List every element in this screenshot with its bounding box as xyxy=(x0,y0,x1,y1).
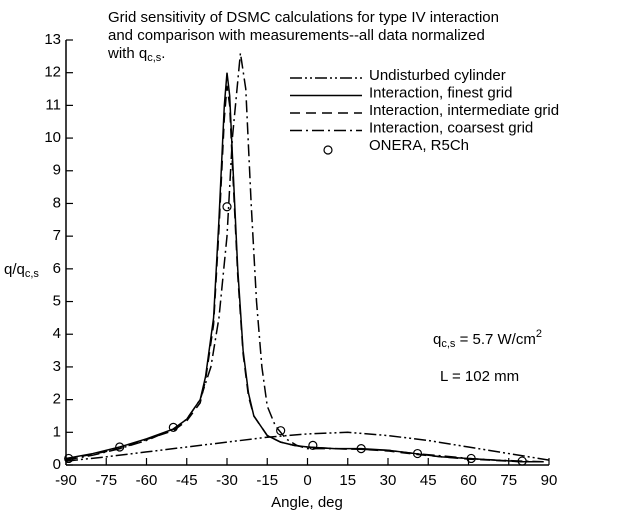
title-text: . xyxy=(161,45,165,62)
x-axis-label: Angle, deg xyxy=(271,494,343,511)
legend-label: Undisturbed cylinder xyxy=(369,67,506,84)
y-tick-label: 5 xyxy=(53,293,61,310)
x-tick-label: -45 xyxy=(176,472,198,489)
title-subscript: c,s xyxy=(147,52,162,64)
data-point xyxy=(517,456,527,466)
data-point xyxy=(222,202,232,212)
x-tick-label: -30 xyxy=(216,472,238,489)
data-point xyxy=(356,444,366,454)
x-tick-label: -15 xyxy=(256,472,278,489)
series-line xyxy=(65,85,544,463)
legend-label: ONERA, R5Ch xyxy=(369,137,469,154)
x-tick-label: 30 xyxy=(380,472,397,489)
y-tick-label: 10 xyxy=(44,129,61,146)
y-label-text: q/q xyxy=(4,261,25,278)
annotation-text: = 5.7 W/cm xyxy=(455,331,535,348)
chart-title: and comparison with measurements--all da… xyxy=(108,27,485,44)
annotation-subscript: c,s xyxy=(441,338,456,350)
x-tick-label: 0 xyxy=(303,472,311,489)
annotation-superscript: 2 xyxy=(536,328,542,340)
data-point xyxy=(115,442,125,452)
x-tick-label: -60 xyxy=(136,472,158,489)
chart-title: Grid sensitivity of DSMC calculations fo… xyxy=(108,9,499,26)
annotation: qc,s = 5.7 W/cm2 xyxy=(433,328,542,350)
series-line xyxy=(65,72,544,463)
legend-label: Interaction, coarsest grid xyxy=(369,119,533,136)
y-tick-label: 4 xyxy=(53,325,61,342)
data-point xyxy=(276,426,286,436)
data-point xyxy=(64,453,74,464)
y-tick-label: 2 xyxy=(53,391,61,408)
y-tick-label: 3 xyxy=(53,358,61,375)
x-tick-label: 60 xyxy=(460,472,477,489)
y-tick-label: 8 xyxy=(53,194,61,211)
x-tick-label: -90 xyxy=(55,472,77,489)
legend-label: Interaction, finest grid xyxy=(369,84,512,101)
y-tick-label: 11 xyxy=(45,96,61,113)
x-tick-label: -75 xyxy=(95,472,117,489)
chart-title: with qc,s. xyxy=(107,45,165,64)
y-axis-label: q/qc,s xyxy=(4,261,39,280)
y-tick-label: 6 xyxy=(53,260,61,277)
data-point xyxy=(412,448,423,459)
legend-marker xyxy=(323,145,333,155)
x-tick-label: 90 xyxy=(541,472,558,489)
y-tick-label: 13 xyxy=(44,31,61,48)
series-line xyxy=(65,431,550,462)
x-tick-label: 15 xyxy=(339,472,356,489)
y-tick-label: 0 xyxy=(53,456,61,473)
legend-label: Interaction, intermediate grid xyxy=(369,102,559,119)
data-point xyxy=(466,453,476,464)
data-point xyxy=(308,440,318,450)
x-tick-label: 75 xyxy=(500,472,517,489)
y-tick-label: 9 xyxy=(53,162,61,179)
annotation: L = 102 mm xyxy=(440,368,519,385)
annotation-text: q xyxy=(433,331,441,348)
title-text: with q xyxy=(107,45,147,62)
x-tick-label: 45 xyxy=(420,472,437,489)
y-tick-label: 1 xyxy=(53,423,61,440)
y-tick-label: 7 xyxy=(53,227,61,244)
y-label-subscript: c,s xyxy=(25,268,40,280)
data-point xyxy=(168,422,178,433)
y-tick-label: 12 xyxy=(44,64,61,81)
